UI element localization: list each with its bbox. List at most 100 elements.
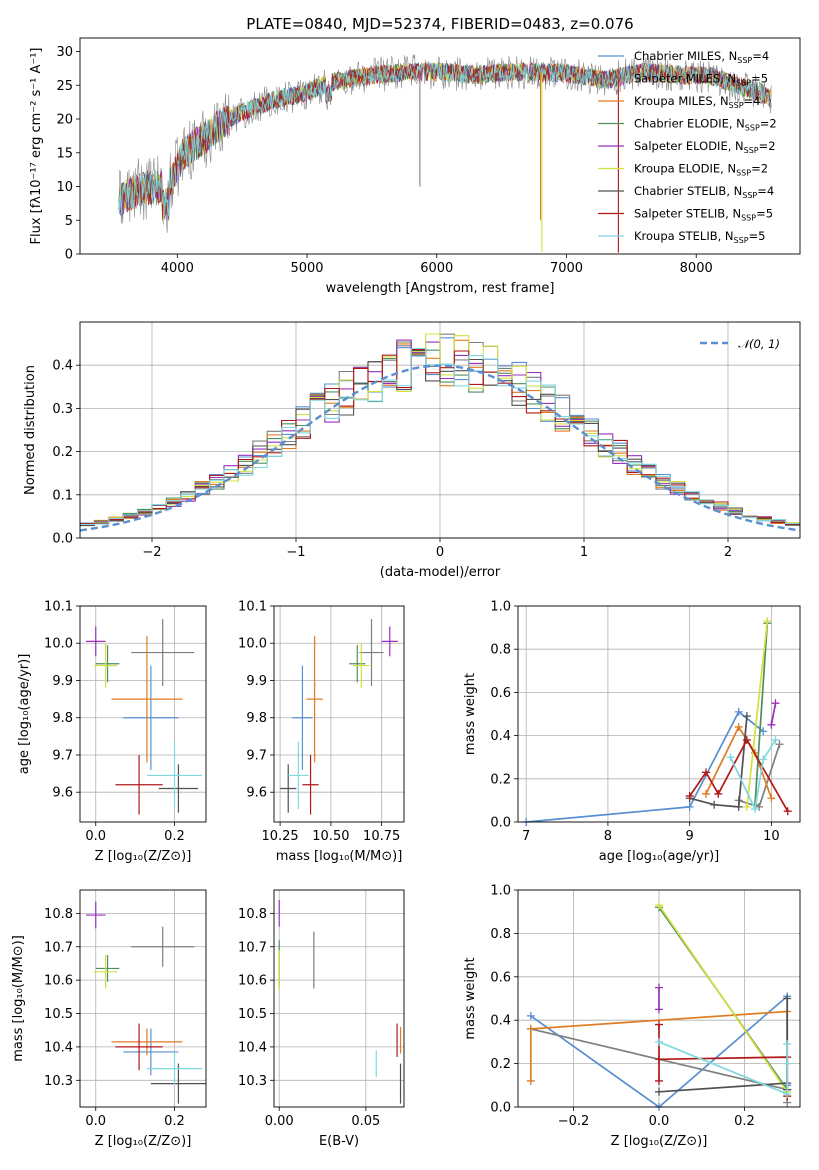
weight-line-8 [658, 1041, 789, 1096]
weight-marker [685, 792, 694, 801]
x-axis-label: Z [log₁₀(Z/Z⊙)] [95, 1134, 192, 1149]
errorbar-point [288, 741, 309, 809]
y-tick-label: 0.2 [490, 772, 511, 787]
x-tick-label: 0 [436, 545, 444, 560]
y-tick-label: 9.9 [52, 674, 73, 689]
y-tick-label: 20 [56, 113, 73, 128]
x-tick-label: 0.0 [649, 1114, 670, 1129]
errorbar-point [131, 926, 195, 967]
legend-label: Chabrier ELODIE, NSSP=2 [634, 117, 777, 133]
y-tick-label: 1.0 [490, 884, 511, 899]
weight-line-8 [729, 739, 777, 812]
legend-label: Salpeter STELIB, NSSP=5 [634, 207, 773, 223]
weight-marker [655, 1005, 663, 1014]
errorbar-point [292, 665, 313, 770]
y-tick-label: 10 [56, 180, 73, 195]
legend-label-sub: SSP [741, 214, 756, 223]
x-tick-label: 0.0 [85, 1114, 106, 1129]
weight-marker [783, 1040, 792, 1049]
weight-marker [763, 617, 772, 626]
legend-label-sub: SSP [736, 169, 751, 178]
y-tick-label: 0.0 [490, 816, 511, 831]
weight-line-3 [754, 623, 769, 805]
weight-marker [526, 1011, 535, 1020]
x-tick-label: 10.50 [312, 829, 349, 844]
y-tick-label: 0.0 [490, 1101, 511, 1116]
axes-frame [79, 37, 801, 255]
weight-marker [685, 802, 694, 811]
legend-label-sub: SSP [734, 236, 749, 245]
legend-label-eq: =2 [759, 139, 776, 153]
y-tick-label: 10.4 [44, 1040, 73, 1055]
axes-frame [79, 605, 207, 823]
x-tick-label: 5000 [290, 261, 323, 276]
legend-label: 𝒩(0, 1) [738, 337, 780, 351]
panel-residuals: −2 −1 0 1 2 0.0 0.1 0.2 0.3 0.4 (data-model)/error… [23, 321, 801, 580]
legend-label-text: Chabrier STELIB, N [634, 184, 742, 198]
legend-label-text: Salpeter MILES, N [634, 72, 736, 86]
legend-label-text: Kroupa ELODIE, N [634, 162, 736, 176]
y-tick-label: 10.3 [238, 1074, 267, 1089]
y-axis-label: Flux [fλ10⁻¹⁷ erg cm⁻² s⁻¹ A⁻¹] [29, 48, 44, 245]
x-tick-label: 0.05 [351, 1114, 380, 1129]
x-tick-label: 10.25 [261, 829, 298, 844]
x-tick-label: 0.2 [164, 1114, 185, 1129]
legend-label-text: Kroupa MILES, N [634, 94, 729, 108]
weight-marker [702, 768, 710, 777]
y-tick-label: 10.0 [238, 637, 267, 652]
x-tick-label: 4000 [161, 261, 194, 276]
weight-marker [526, 1076, 535, 1085]
y-tick-label: 10.3 [44, 1074, 73, 1089]
y-tick-label: 5 [65, 214, 73, 229]
errorbar-point [115, 754, 163, 815]
errorbar-point [146, 741, 203, 809]
legend-label: Kroupa ELODIE, NSSP=2 [634, 162, 768, 178]
errorbar-point [95, 645, 120, 683]
y-tick-label: 10.8 [238, 907, 267, 922]
y-tick-label: 0.4 [490, 1014, 511, 1029]
spectrum-line-1 [118, 54, 772, 233]
axes-frame [273, 605, 405, 823]
x-axis-label: Z [log₁₀(Z/Z⊙)] [95, 849, 192, 864]
x-tick-label: 6000 [420, 261, 453, 276]
errorbar-point [85, 626, 106, 657]
x-axis-label: (data-model)/error [380, 565, 501, 580]
legend-label-sub: SSP [729, 101, 744, 110]
y-tick-label: 0.3 [52, 402, 73, 417]
x-tick-label: 2 [724, 545, 732, 560]
errorbar-point [146, 1051, 203, 1086]
gaussian-curve [80, 364, 800, 532]
errorbar-point [123, 1028, 179, 1076]
legend-label: Kroupa MILES, NSSP=4 [634, 94, 760, 110]
legend-label-text: Chabrier MILES, N [634, 49, 737, 63]
errorbar-point [353, 643, 370, 688]
x-tick-label: 0.00 [265, 1114, 294, 1129]
errorbar-point [111, 635, 183, 763]
weight-marker [714, 789, 723, 798]
weight-line-5 [746, 621, 769, 807]
weight-marker [767, 794, 776, 803]
legend-label-sub: SSP [742, 191, 757, 200]
x-tick-label: 1 [580, 545, 588, 560]
legend-label: Chabrier STELIB, NSSP=4 [634, 184, 774, 200]
y-tick-label: 0.6 [490, 686, 511, 701]
weight-line-6 [689, 716, 748, 808]
x-tick-label: 0.2 [164, 829, 185, 844]
legend-label-sub: SSP [745, 124, 760, 133]
y-tick-label: 0.6 [490, 970, 511, 985]
legend-label-eq: =5 [751, 72, 768, 86]
spectrum-line-8 [118, 62, 772, 217]
y-tick-label: 10.6 [44, 974, 73, 989]
weight-marker [655, 1055, 663, 1064]
y-tick-label: 10.1 [238, 600, 267, 615]
errorbar-point [306, 635, 323, 763]
y-tick-label: 10.7 [44, 940, 73, 955]
x-axis-label: wavelength [Angstrom, rest frame] [326, 281, 555, 296]
y-axis-label: age [log₁₀(age/yr)] [17, 654, 32, 775]
histogram-series-8 [80, 347, 800, 527]
y-tick-label: 10.7 [238, 940, 267, 955]
legend-label-sub: SSP [736, 79, 751, 88]
legend-label-text: Salpeter STELIB, N [634, 207, 741, 221]
weight-marker [655, 1020, 663, 1029]
